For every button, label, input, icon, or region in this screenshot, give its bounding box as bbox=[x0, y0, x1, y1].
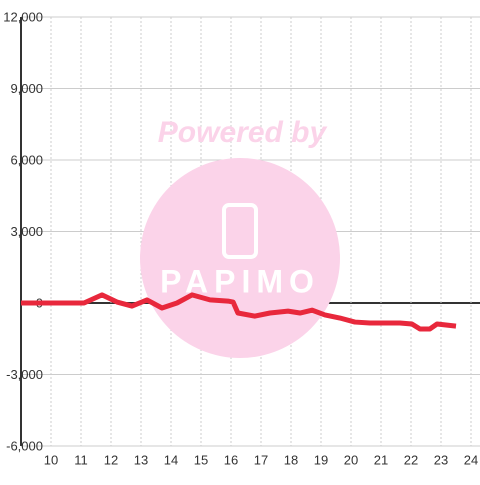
y-tick-label: -3,000 bbox=[6, 367, 43, 382]
x-tick-label: 11 bbox=[74, 452, 88, 467]
x-tick-label: 20 bbox=[344, 452, 358, 467]
x-tick-label: 22 bbox=[404, 452, 418, 467]
watermark-icon bbox=[222, 203, 258, 259]
x-tick-label: 19 bbox=[314, 452, 328, 467]
watermark-logo: PAPIMO bbox=[160, 263, 320, 299]
x-tick-label: 12 bbox=[104, 452, 118, 467]
watermark-text: Powered by bbox=[158, 116, 328, 149]
watermark: Powered by PAPIMO bbox=[140, 116, 340, 358]
y-tick-label: 12,000 bbox=[3, 9, 43, 24]
y-tick-label: 9,000 bbox=[10, 81, 43, 96]
x-tick-label: 18 bbox=[284, 452, 298, 467]
x-tick-label: 21 bbox=[374, 452, 388, 467]
x-tick-label: 10 bbox=[44, 452, 58, 467]
x-tick-label: 15 bbox=[194, 452, 208, 467]
y-tick-label: -6,000 bbox=[6, 438, 43, 453]
x-tick-label: 16 bbox=[224, 452, 238, 467]
x-tick-label: 14 bbox=[164, 452, 178, 467]
x-tick-label: 17 bbox=[254, 452, 268, 467]
data-line bbox=[21, 292, 457, 332]
y-tick-label: 3,000 bbox=[10, 224, 43, 239]
x-tick-label: 13 bbox=[134, 452, 148, 467]
y-tick-label: 6,000 bbox=[10, 152, 43, 167]
x-tick-label: 24 bbox=[464, 452, 478, 467]
x-tick-label: 23 bbox=[434, 452, 448, 467]
